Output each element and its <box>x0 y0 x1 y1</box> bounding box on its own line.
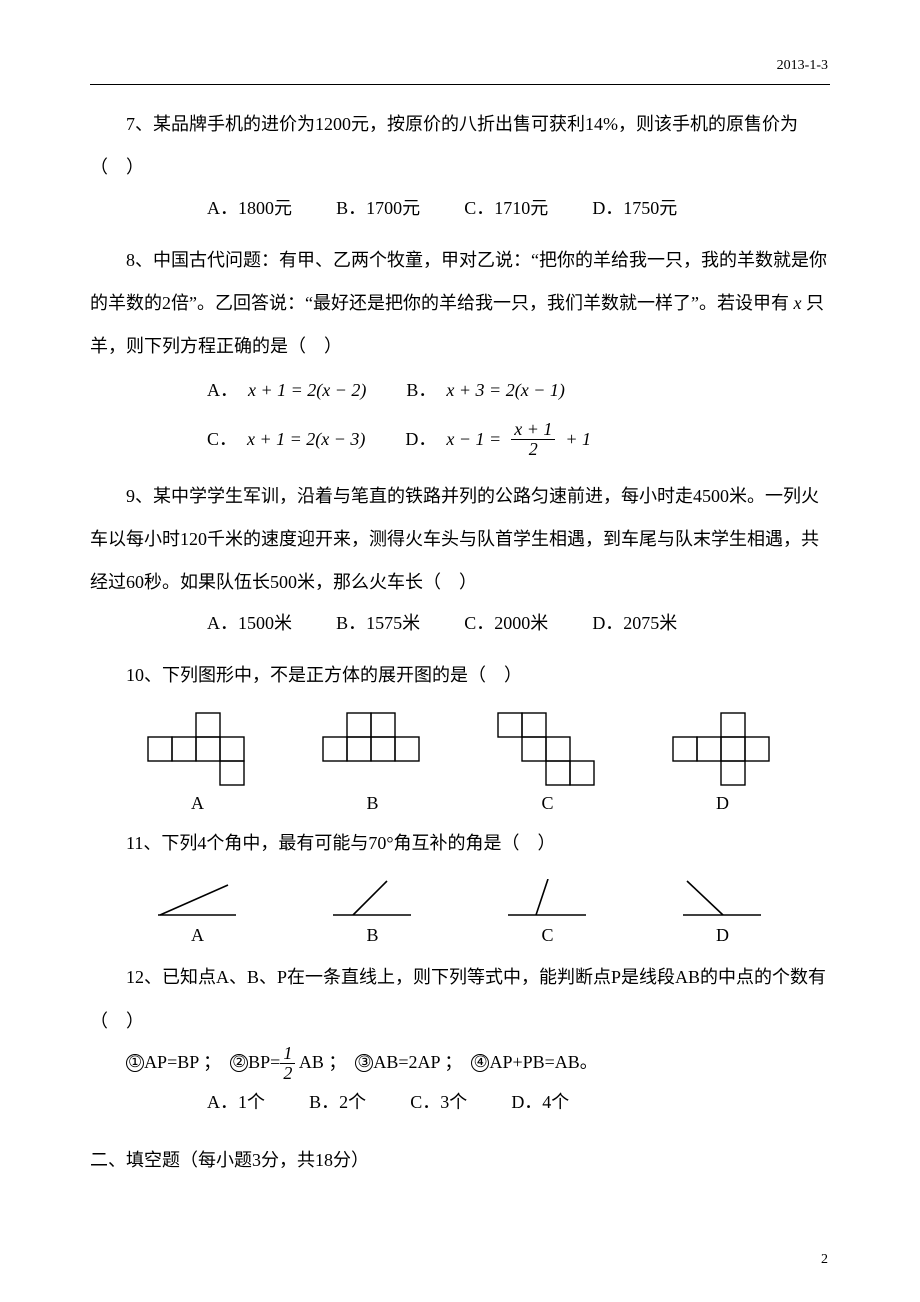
q11-figures: A B C D <box>110 879 810 946</box>
q8-c: C．x + 1 = 2(x − 3) <box>207 418 365 461</box>
q12-text: 12、已知点A、B、P在一条直线上，则下列等式中，能判断点P是线段AB的中点的个… <box>90 956 830 1042</box>
header-date: 2013-1-3 <box>777 58 828 74</box>
q7-a: A．1800元 <box>207 198 292 218</box>
q12-choices: A．1个 B．2个 C．3个 D．4个 <box>90 1083 830 1123</box>
q9-c: C．2000米 <box>464 613 548 633</box>
page-number: 2 <box>821 1252 828 1268</box>
q9-d: D．2075米 <box>592 613 677 633</box>
q9-text: 9、某中学学生军训，沿着与笔直的铁路并列的公路匀速前进，每小时走4500米。一列… <box>90 475 830 605</box>
q11-angle-b: B <box>325 879 421 946</box>
q7-c: C．1710元 <box>464 198 548 218</box>
q10-figures: A B C D <box>110 711 810 814</box>
q12-sub: ①AP=BP ； ②BP=12 AB ； ③AB=2AP ； ④AP+PB=AB… <box>90 1043 830 1083</box>
section2-heading: 二、填空题（每小题3分，共18分） <box>90 1141 830 1181</box>
q7-choices: A．1800元 B．1700元 C．1710元 D．1750元 <box>90 189 830 229</box>
q10-net-c: C <box>492 711 604 814</box>
q10-net-a: A <box>142 711 254 814</box>
q10-net-d: D <box>667 711 779 814</box>
top-rule <box>90 84 830 85</box>
q7-d: D．1750元 <box>592 198 677 218</box>
q8-b: B．x + 3 = 2(x − 1) <box>406 369 564 412</box>
q12-d: D．4个 <box>511 1092 569 1112</box>
q10-text: 10、下列图形中，不是正方体的展开图的是（ ） <box>90 654 830 697</box>
q11-angle-a: A <box>150 879 246 946</box>
q9-b: B．1575米 <box>336 613 420 633</box>
q8-a: A．x + 1 = 2(x − 2) <box>207 369 366 412</box>
q11-angle-d: D <box>675 879 771 946</box>
q7-text: 7、某品牌手机的进价为1200元，按原价的八折出售可获利14%，则该手机的原售价… <box>90 103 830 189</box>
q12-c: C．3个 <box>410 1092 467 1112</box>
q9-a: A．1500米 <box>207 613 292 633</box>
q8-choices: A．x + 1 = 2(x − 2) B．x + 3 = 2(x − 1) C．… <box>90 369 830 461</box>
q11-angle-c: C <box>500 879 596 946</box>
q8-text: 8、中国古代问题：有甲、乙两个牧童，甲对乙说：“把你的羊给我一只，我的羊数就是你… <box>90 239 830 369</box>
q9-choices: A．1500米 B．1575米 C．2000米 D．2075米 <box>90 604 830 644</box>
q12-a: A．1个 <box>207 1092 265 1112</box>
q8-d: D． x − 1 = x + 1 2 + 1 <box>405 418 591 461</box>
q12-b: B．2个 <box>309 1092 366 1112</box>
q10-net-b: B <box>317 711 429 814</box>
fraction: x + 1 2 <box>511 420 555 459</box>
q7-b: B．1700元 <box>336 198 420 218</box>
page: 2013-1-3 7、某品牌手机的进价为1200元，按原价的八折出售可获利14%… <box>0 0 920 1302</box>
q11-text: 11、下列4个角中，最有可能与70°角互补的角是（ ） <box>90 822 830 865</box>
q8-text-content: 8、中国古代问题：有甲、乙两个牧童，甲对乙说：“把你的羊给我一只，我的羊数就是你… <box>90 250 827 356</box>
